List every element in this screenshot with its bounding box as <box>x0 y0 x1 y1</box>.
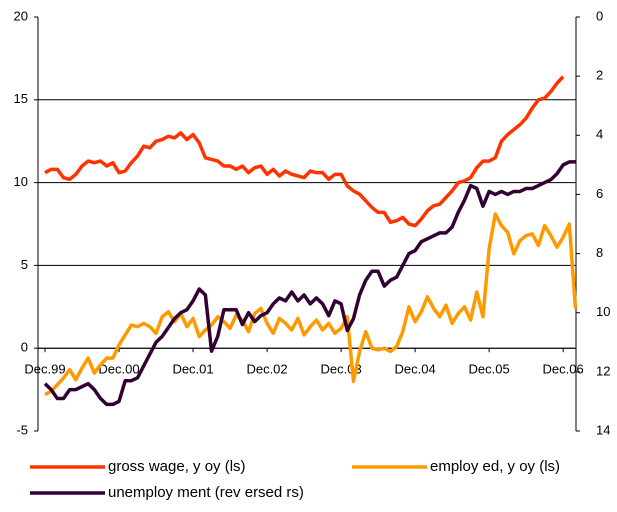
y2-tick-label: 2 <box>596 68 603 83</box>
legend-label: employ ed, y oy (ls) <box>430 458 560 475</box>
y-tick-label: -5 <box>16 422 28 437</box>
y-tick-label: 15 <box>14 91 28 106</box>
x-tick-label: Dec.06 <box>543 362 584 377</box>
y-tick-label: 20 <box>14 8 28 23</box>
y2-tick-label: 10 <box>596 304 610 319</box>
y-tick-label: 0 <box>21 340 28 355</box>
y2-tick-label: 4 <box>596 127 603 142</box>
legend-label: unemploy ment (rev ersed rs) <box>108 484 304 501</box>
y2-tick-label: 0 <box>596 8 603 23</box>
series-line <box>44 75 565 228</box>
x-tick-label: Dec.04 <box>395 362 436 377</box>
x-tick-label: Dec.02 <box>246 362 287 377</box>
x-tick-label: Dec.01 <box>172 362 213 377</box>
series-line <box>44 212 578 397</box>
series-line <box>43 160 576 407</box>
y2-tick-label: 8 <box>596 245 603 260</box>
y-tick-label: 10 <box>14 174 28 189</box>
x-tick-label: Dec.99 <box>24 362 65 377</box>
y2-tick-label: 6 <box>596 186 603 201</box>
y2-tick-label: 14 <box>596 422 610 437</box>
legend-label: gross wage, y oy (ls) <box>108 458 246 475</box>
y-tick-label: 5 <box>21 257 28 272</box>
x-tick-label: Dec.05 <box>469 362 510 377</box>
legend: gross wage, y oy (ls) employ ed, y oy (ls… <box>30 458 560 501</box>
x-tick-label: Dec.00 <box>98 362 139 377</box>
y2-tick-label: 12 <box>596 363 610 378</box>
